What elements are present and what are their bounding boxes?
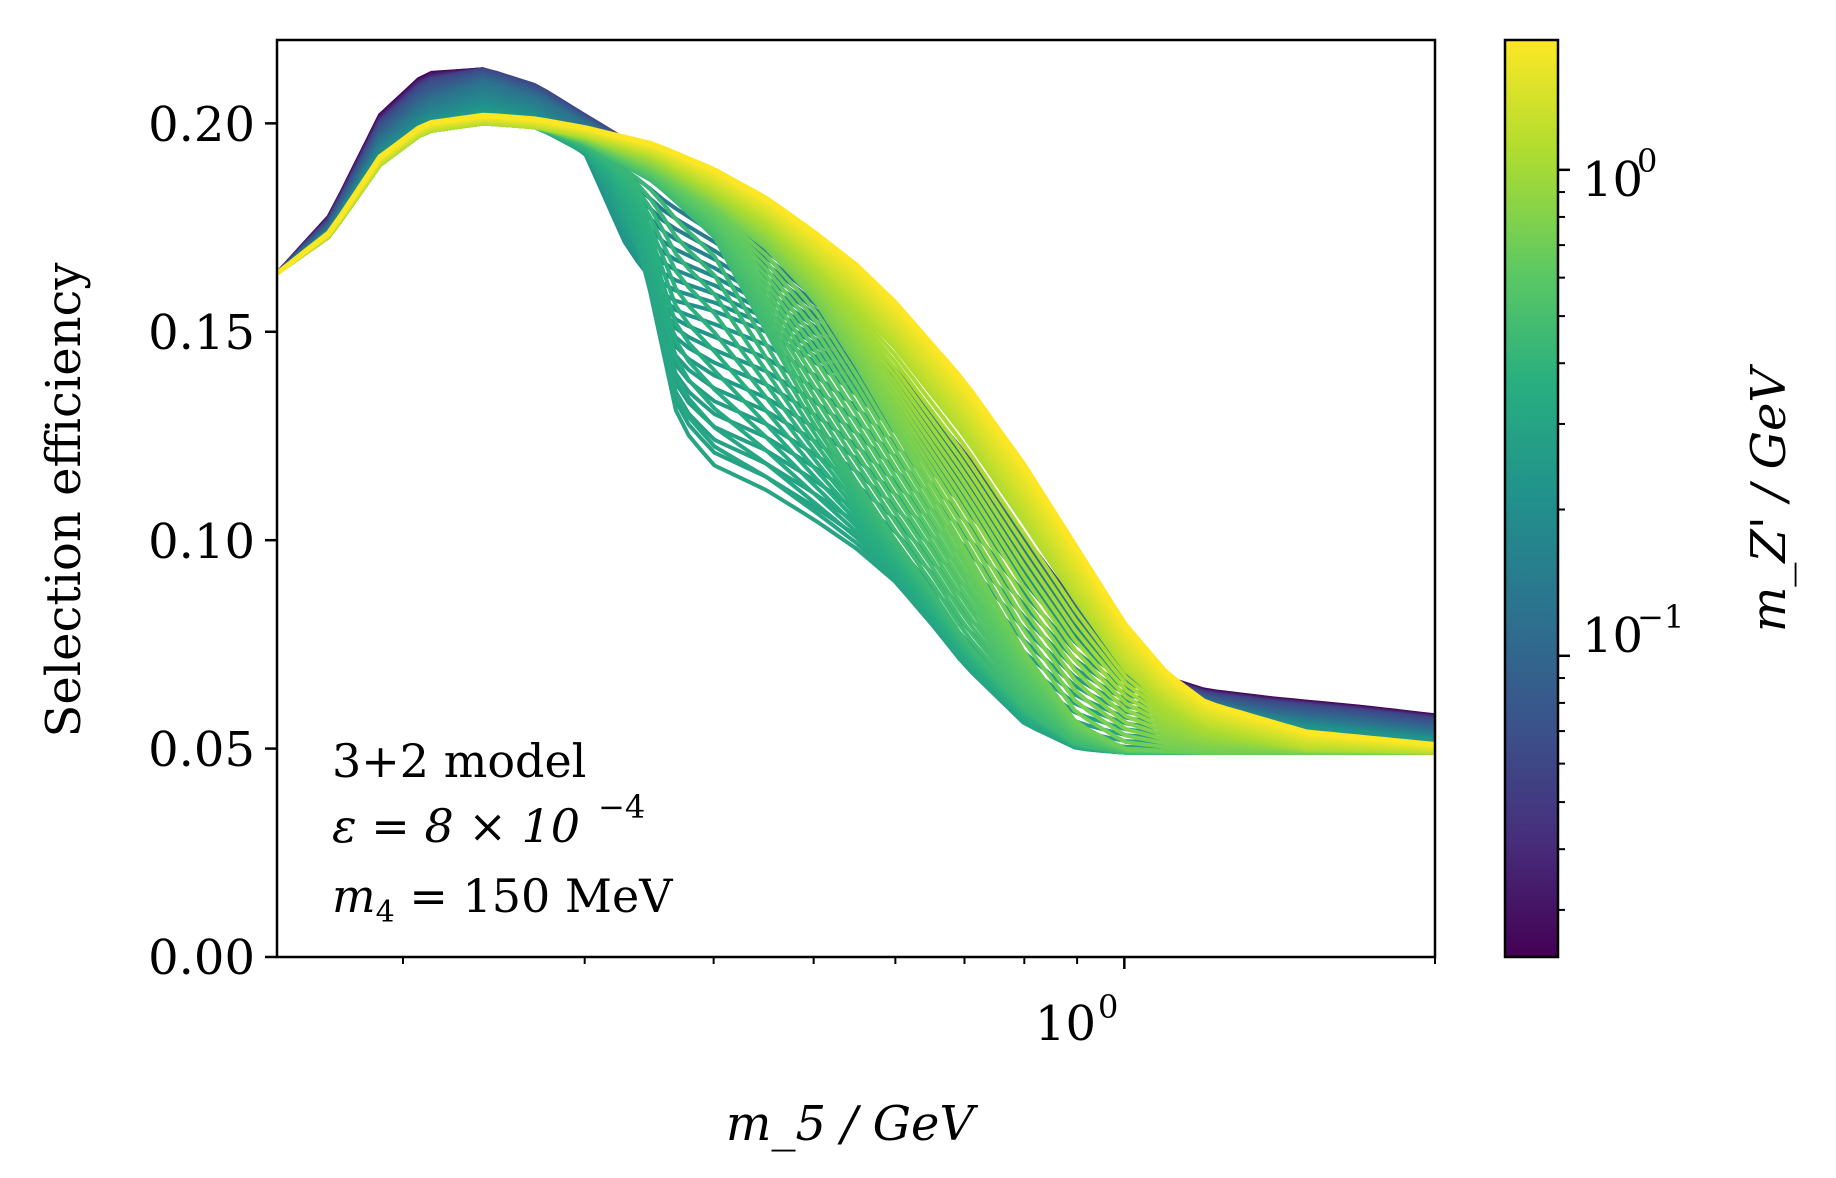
annotation-m4: m4 = 150 MeV (332, 869, 673, 930)
x-axis-label: m_5 / GeV (726, 1096, 978, 1152)
colorbar-tick-label-exp: 0 (1637, 142, 1657, 180)
x-tick-label-exp: 0 (1098, 988, 1118, 1026)
annotation-model: 3+2 model (332, 734, 586, 788)
y-tick-label: 0.15 (148, 305, 255, 361)
x-tick-label: 10 (1035, 996, 1096, 1052)
colorbar-label: m_Z' / GeV (1741, 364, 1797, 633)
y-tick-label: 0.20 (148, 97, 255, 153)
series-layer (277, 67, 1435, 755)
annotation-epsilon-exp: −4 (598, 788, 645, 826)
x-axis-ticks (401, 957, 1436, 969)
colorbar-tick-label: 10 (1582, 152, 1643, 208)
y-axis-ticks (265, 122, 277, 959)
annotation-epsilon: ε = 8 × 10 (332, 799, 580, 853)
y-axis-label: Selection efficiency (36, 262, 92, 737)
colorbar-tick-label-exp: −1 (1637, 598, 1684, 636)
y-tick-label: 0.10 (148, 514, 255, 570)
y-tick-label: 0.00 (148, 930, 255, 986)
colorbar-tick-label: 10 (1582, 608, 1643, 664)
colorbar (1503, 38, 1560, 959)
y-tick-label: 0.05 (148, 722, 255, 778)
efficiency-curve-max (277, 112, 1435, 747)
colorbar-ticks (1558, 168, 1570, 911)
plot-frame (275, 38, 1437, 959)
